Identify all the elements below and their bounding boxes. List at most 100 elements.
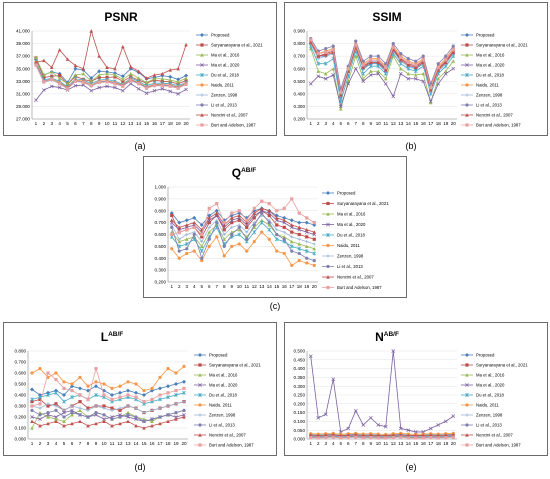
legend-label: Li et al., 2013: [337, 264, 363, 269]
data-point: [304, 227, 309, 232]
chart-title: SSIM: [372, 10, 401, 24]
data-point: [166, 419, 170, 423]
data-point: [38, 410, 42, 415]
legend-label: Suryanarayana et al., 2021: [209, 363, 261, 368]
legend-label: Du et al., 2018: [476, 393, 505, 398]
data-point: [174, 371, 178, 375]
data-point: [192, 215, 197, 220]
x-tick-label: 3: [47, 441, 50, 446]
data-point: [229, 215, 234, 220]
data-point: [443, 69, 448, 73]
data-point: [200, 240, 204, 244]
x-tick-label: 12: [391, 121, 397, 126]
data-point: [406, 60, 410, 65]
chart-title-superscript: AB/F: [384, 331, 399, 338]
data-point: [290, 197, 294, 201]
data-point: [331, 73, 336, 77]
data-point: [118, 415, 122, 419]
y-tick-label: 0.250: [294, 393, 306, 398]
data-point: [57, 85, 62, 90]
data-point: [237, 242, 241, 246]
x-tick-label: 15: [413, 441, 419, 446]
data-point: [142, 426, 146, 430]
x-tick-label: 11: [110, 441, 115, 446]
x-tick-label: 18: [297, 284, 303, 289]
x-tick-label: 4: [332, 441, 335, 446]
y-tick-label: 0.300: [294, 104, 306, 109]
data-point: [308, 354, 313, 359]
data-point: [361, 63, 365, 67]
data-point: [289, 223, 294, 227]
y-tick-label: 0.900: [294, 29, 306, 34]
data-point: [275, 223, 279, 227]
legend-marker: [198, 413, 202, 417]
data-point: [260, 199, 264, 203]
data-point: [200, 235, 204, 239]
data-point: [312, 263, 316, 267]
data-point: [312, 221, 316, 225]
data-point: [144, 76, 149, 80]
data-point: [102, 382, 106, 386]
data-point: [170, 225, 174, 229]
legend-marker: [198, 443, 202, 447]
legend-marker: [465, 73, 469, 77]
legend-item: Zenzen, 1998: [461, 93, 503, 98]
legend-label: Du et al., 2018: [337, 233, 366, 238]
caption-b: (b): [405, 141, 417, 151]
data-point: [118, 408, 122, 412]
legend-item: Zenzen, 1998: [322, 254, 364, 259]
data-point: [260, 211, 264, 215]
y-tick-label: 0.100: [294, 419, 306, 424]
data-point: [142, 389, 146, 393]
data-point: [46, 404, 50, 408]
data-point: [308, 433, 313, 437]
x-tick-label: 6: [74, 121, 77, 126]
data-point: [443, 60, 448, 65]
x-tick-label: 6: [347, 441, 350, 446]
data-point: [30, 415, 34, 419]
data-point: [174, 402, 178, 406]
x-tick-label: 19: [173, 441, 179, 446]
data-point: [121, 44, 125, 49]
data-point: [428, 426, 433, 431]
data-point: [308, 81, 313, 86]
data-point: [134, 395, 138, 399]
data-point: [113, 82, 117, 86]
x-tick-label: 7: [354, 441, 357, 446]
data-point: [406, 433, 411, 438]
data-point: [54, 415, 58, 419]
data-point: [282, 251, 286, 256]
data-point: [398, 58, 403, 62]
y-tick-label: 0.150: [294, 410, 306, 415]
data-point: [170, 213, 174, 218]
x-tick-label: 19: [443, 441, 449, 446]
data-point: [62, 399, 66, 404]
x-tick-label: 6: [71, 441, 74, 446]
y-tick-label: 0.700: [15, 360, 27, 365]
data-point: [38, 406, 42, 410]
chart-panel-nabf: NAB/F 0.000 0.050 0.100 0.150 0.200 0.250 0.300…: [284, 322, 548, 456]
data-point: [113, 66, 117, 71]
data-point: [309, 435, 313, 440]
legend-marker: [200, 113, 204, 117]
data-point: [54, 388, 58, 393]
data-point: [289, 244, 294, 249]
data-point: [331, 435, 335, 439]
data-point: [308, 46, 313, 51]
data-point: [89, 76, 94, 81]
data-point: [58, 74, 62, 78]
chart-panel-ssim: SSIM 0.200 0.300 0.400 0.500 0.600 0.700 0.800 0…: [284, 2, 548, 136]
legend-label: Ma et al., 2016: [476, 53, 505, 58]
data-point: [451, 66, 456, 71]
series-8: [34, 29, 188, 80]
legend-item: Zenzen, 1998: [196, 93, 238, 98]
data-point: [174, 415, 178, 419]
data-point: [252, 240, 256, 244]
legend-marker: [200, 73, 204, 77]
data-point: [267, 237, 271, 241]
data-point: [134, 415, 138, 419]
legend-label: Ma et al., 2020: [337, 222, 366, 227]
data-point: [312, 230, 317, 234]
data-point: [73, 83, 78, 88]
y-tick-label: 0.500: [155, 244, 167, 249]
